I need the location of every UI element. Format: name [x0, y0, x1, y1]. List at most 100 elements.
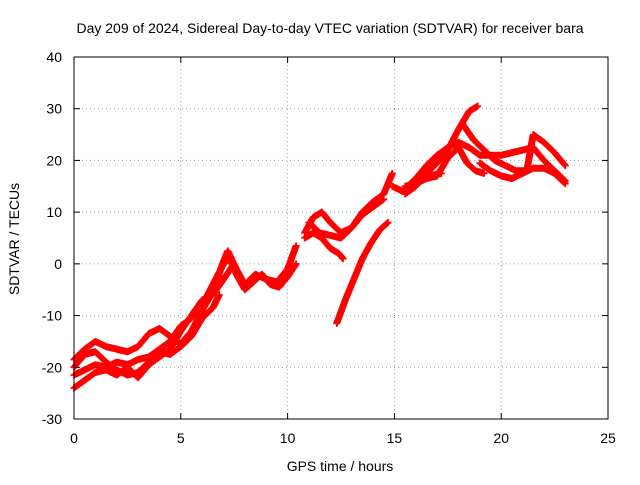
data-point — [480, 169, 488, 177]
data-point — [241, 281, 249, 289]
data-point — [113, 358, 121, 366]
data-point — [292, 260, 300, 268]
y-tick-label: 40 — [46, 49, 62, 65]
data-point — [465, 144, 473, 151]
data-point — [523, 167, 531, 175]
data-point — [81, 376, 89, 384]
data-point — [81, 366, 89, 374]
data-point — [305, 218, 313, 226]
data-point — [301, 234, 309, 242]
data-point — [113, 345, 121, 353]
data-point — [123, 371, 131, 379]
data-point — [91, 368, 99, 376]
data-point — [454, 144, 462, 151]
data-point — [480, 146, 488, 154]
data-point — [375, 226, 383, 234]
data-point — [540, 156, 548, 164]
data-point — [350, 275, 358, 283]
data-point — [444, 154, 452, 162]
data-point — [540, 164, 548, 172]
data-points — [70, 102, 569, 392]
data-point — [388, 182, 396, 190]
y-tick-label: 0 — [54, 256, 62, 272]
y-tick-label: 30 — [46, 101, 62, 117]
data-point — [145, 358, 153, 366]
data-point — [384, 218, 392, 226]
data-point — [284, 273, 292, 281]
y-axis-label: SDTVAR / TECUs — [6, 183, 22, 295]
x-tick-label: 15 — [387, 430, 403, 446]
plot-frame — [73, 56, 609, 420]
data-point — [113, 366, 121, 374]
data-point — [91, 348, 99, 356]
data-point — [358, 255, 366, 263]
data-point — [309, 213, 317, 221]
data-point — [551, 149, 559, 157]
data-point — [399, 187, 407, 195]
data-point — [459, 120, 467, 128]
data-point — [209, 304, 217, 312]
chart-title: Day 209 of 2024, Sidereal Day-to-day VTE… — [76, 20, 583, 36]
data-point — [316, 229, 324, 237]
y-tick-label: -20 — [42, 359, 62, 375]
data-point — [358, 211, 366, 219]
data-point — [326, 244, 334, 252]
data-point — [463, 159, 471, 167]
x-tick-label: 10 — [280, 430, 296, 446]
data-point — [91, 361, 99, 369]
series-8 — [333, 218, 392, 327]
data-point — [529, 164, 537, 172]
data-point — [284, 265, 292, 273]
data-point — [508, 175, 516, 183]
data-point — [326, 218, 334, 226]
data-point — [388, 169, 396, 177]
data-point — [422, 162, 430, 170]
data-point — [224, 247, 232, 255]
data-point — [123, 348, 131, 356]
data-point — [91, 337, 99, 345]
x-tick-label: 0 — [70, 430, 78, 446]
grid — [74, 57, 608, 419]
data-point — [198, 314, 206, 322]
data-point — [262, 275, 270, 283]
data-point — [454, 125, 462, 133]
data-point — [437, 169, 445, 177]
data-point — [425, 172, 433, 180]
data-point — [369, 203, 377, 211]
data-point — [145, 330, 153, 338]
data-point — [412, 180, 420, 188]
y-tick-label: -10 — [42, 308, 62, 324]
data-point — [367, 239, 375, 247]
data-point — [348, 224, 356, 232]
data-point — [501, 162, 509, 170]
data-point — [326, 231, 334, 239]
data-point — [433, 151, 441, 159]
data-point — [465, 107, 473, 115]
data-point — [318, 208, 326, 216]
data-point — [177, 327, 185, 335]
data-point — [134, 343, 142, 351]
data-point — [561, 180, 569, 188]
data-point — [102, 358, 110, 366]
x-axis-label: GPS time / hours — [287, 458, 394, 474]
data-point — [519, 146, 527, 154]
data-point — [540, 138, 548, 146]
series-7 — [305, 195, 388, 242]
data-point — [337, 234, 345, 242]
data-point — [252, 270, 260, 278]
data-point — [476, 151, 484, 159]
data-point — [497, 172, 505, 180]
data-point — [187, 332, 195, 340]
data-point — [177, 343, 185, 351]
data-point — [273, 278, 281, 286]
data-point — [81, 350, 89, 358]
data-point — [102, 366, 110, 374]
data-point — [380, 195, 388, 203]
data-point — [275, 283, 283, 291]
data-point — [166, 332, 174, 340]
x-tick-label: 5 — [177, 430, 185, 446]
data-point — [444, 144, 452, 151]
data-point — [123, 363, 131, 371]
data-point — [102, 343, 110, 351]
